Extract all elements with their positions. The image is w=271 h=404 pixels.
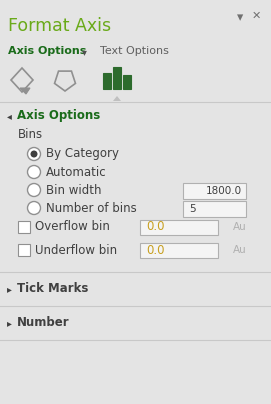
- FancyBboxPatch shape: [18, 221, 30, 233]
- Text: Axis Options: Axis Options: [17, 109, 100, 122]
- Text: Bins: Bins: [18, 128, 43, 141]
- FancyBboxPatch shape: [103, 73, 111, 89]
- Text: ✕: ✕: [252, 11, 261, 21]
- Circle shape: [27, 202, 40, 215]
- Text: 0.0: 0.0: [146, 221, 164, 234]
- FancyBboxPatch shape: [183, 201, 246, 217]
- Text: ◂: ◂: [7, 111, 12, 121]
- Circle shape: [27, 147, 40, 160]
- Text: Bin width: Bin width: [46, 183, 102, 196]
- Text: 1800.0: 1800.0: [206, 186, 242, 196]
- FancyBboxPatch shape: [18, 244, 30, 256]
- Polygon shape: [20, 88, 30, 94]
- Text: Au: Au: [233, 222, 247, 232]
- Circle shape: [27, 166, 40, 179]
- Text: Number: Number: [17, 316, 70, 330]
- FancyBboxPatch shape: [113, 67, 121, 89]
- FancyBboxPatch shape: [0, 38, 271, 60]
- Text: Format Axis: Format Axis: [8, 17, 111, 35]
- Text: Axis Options: Axis Options: [8, 46, 86, 56]
- FancyBboxPatch shape: [123, 75, 131, 89]
- Circle shape: [27, 183, 40, 196]
- Text: 0.0: 0.0: [146, 244, 164, 257]
- Text: ▸: ▸: [7, 284, 12, 294]
- Circle shape: [31, 151, 37, 158]
- Text: Automatic: Automatic: [46, 166, 107, 179]
- FancyBboxPatch shape: [140, 243, 218, 258]
- Text: ▾: ▾: [82, 47, 87, 57]
- Text: Text Options: Text Options: [100, 46, 169, 56]
- FancyBboxPatch shape: [183, 183, 246, 199]
- Text: Au: Au: [233, 245, 247, 255]
- FancyBboxPatch shape: [140, 220, 218, 235]
- Text: 5: 5: [189, 204, 196, 214]
- Text: ▸: ▸: [7, 318, 12, 328]
- Polygon shape: [113, 96, 121, 101]
- Text: Number of bins: Number of bins: [46, 202, 137, 215]
- Text: Overflow bin: Overflow bin: [35, 221, 110, 234]
- Text: By Category: By Category: [46, 147, 119, 160]
- Text: Underflow bin: Underflow bin: [35, 244, 117, 257]
- Text: Tick Marks: Tick Marks: [17, 282, 88, 295]
- FancyBboxPatch shape: [0, 60, 271, 100]
- FancyBboxPatch shape: [0, 0, 271, 38]
- Text: ▾: ▾: [237, 11, 243, 25]
